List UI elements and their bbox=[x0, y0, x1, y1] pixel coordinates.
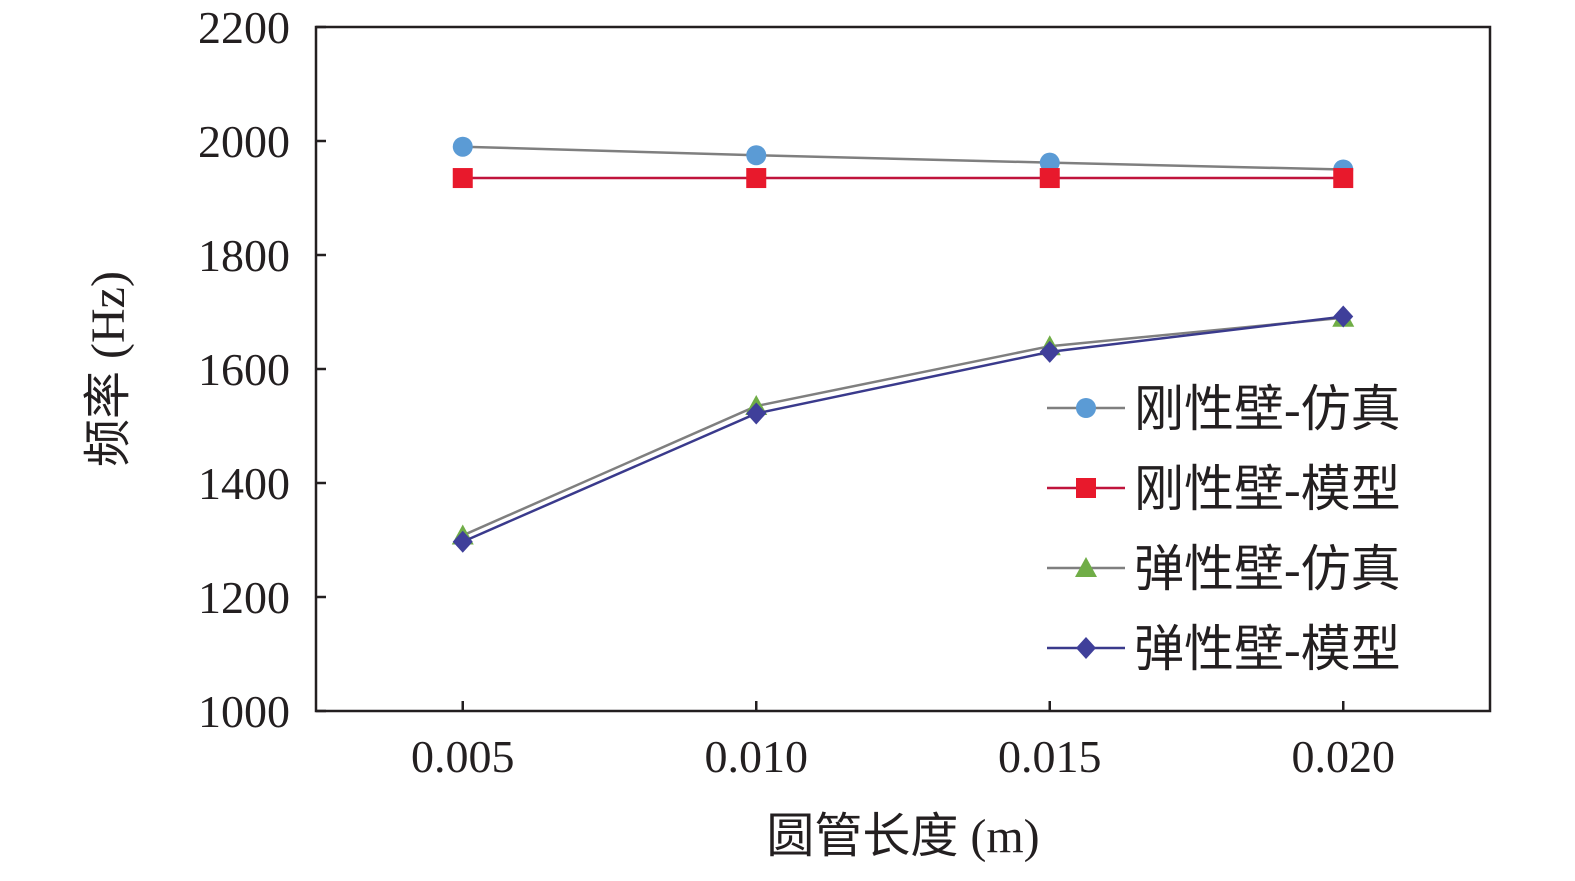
legend-marker bbox=[1076, 478, 1096, 498]
series-layer bbox=[451, 136, 1355, 553]
y-tick-label: 1600 bbox=[198, 344, 290, 395]
series-4 bbox=[452, 305, 1354, 553]
y-tick-label: 1000 bbox=[198, 686, 290, 737]
data-point bbox=[746, 145, 767, 166]
data-point bbox=[746, 402, 767, 425]
legend-item: 弹性壁-模型 bbox=[1047, 621, 1401, 677]
plot-area-frame bbox=[314, 25, 1492, 713]
x-tick-label: 0.005 bbox=[411, 731, 515, 782]
series-2 bbox=[452, 168, 1354, 189]
legend-label: 刚性壁-模型 bbox=[1134, 461, 1401, 517]
data-point bbox=[452, 136, 473, 157]
legend-label: 弹性壁-仿真 bbox=[1134, 541, 1401, 597]
legend-label: 刚性壁-仿真 bbox=[1134, 381, 1401, 437]
x-axis-title: 圆管长度 (m) bbox=[766, 810, 1039, 863]
y-tick-label: 1400 bbox=[198, 458, 290, 509]
x-axis: 0.005 0.010 0.015 0.020 bbox=[411, 701, 1395, 782]
legend-label: 弹性壁-模型 bbox=[1134, 621, 1401, 677]
series-line bbox=[462, 145, 1344, 171]
data-point bbox=[1333, 168, 1354, 189]
data-point bbox=[1039, 340, 1060, 363]
legend-item: 刚性壁-模型 bbox=[1047, 461, 1401, 517]
data-point bbox=[1333, 305, 1354, 328]
x-tick-label: 0.020 bbox=[1292, 731, 1396, 782]
data-point bbox=[746, 168, 767, 189]
x-tick-label: 0.010 bbox=[705, 731, 809, 782]
y-tick-label: 1200 bbox=[198, 572, 290, 623]
series-1 bbox=[452, 136, 1354, 180]
data-point bbox=[1039, 152, 1060, 173]
y-tick-label: 2000 bbox=[198, 116, 290, 167]
data-point bbox=[452, 168, 473, 189]
y-axis-title: 频率 (Hz) bbox=[82, 271, 135, 467]
data-point bbox=[1039, 168, 1060, 189]
legend-marker bbox=[1075, 557, 1097, 577]
legend-marker bbox=[1076, 398, 1096, 418]
legend-item: 刚性壁-仿真 bbox=[1047, 381, 1401, 437]
y-tick-label: 1800 bbox=[198, 230, 290, 281]
series-line bbox=[462, 316, 1344, 537]
data-point bbox=[452, 530, 473, 553]
legend-marker bbox=[1076, 637, 1096, 659]
x-tick-label: 0.015 bbox=[998, 731, 1102, 782]
legend-item: 弹性壁-仿真 bbox=[1047, 541, 1401, 597]
series-line bbox=[462, 315, 1344, 543]
y-axis: 1000 1200 1400 1600 1800 2000 2200 bbox=[198, 2, 326, 737]
y-tick-label: 2200 bbox=[198, 2, 290, 53]
